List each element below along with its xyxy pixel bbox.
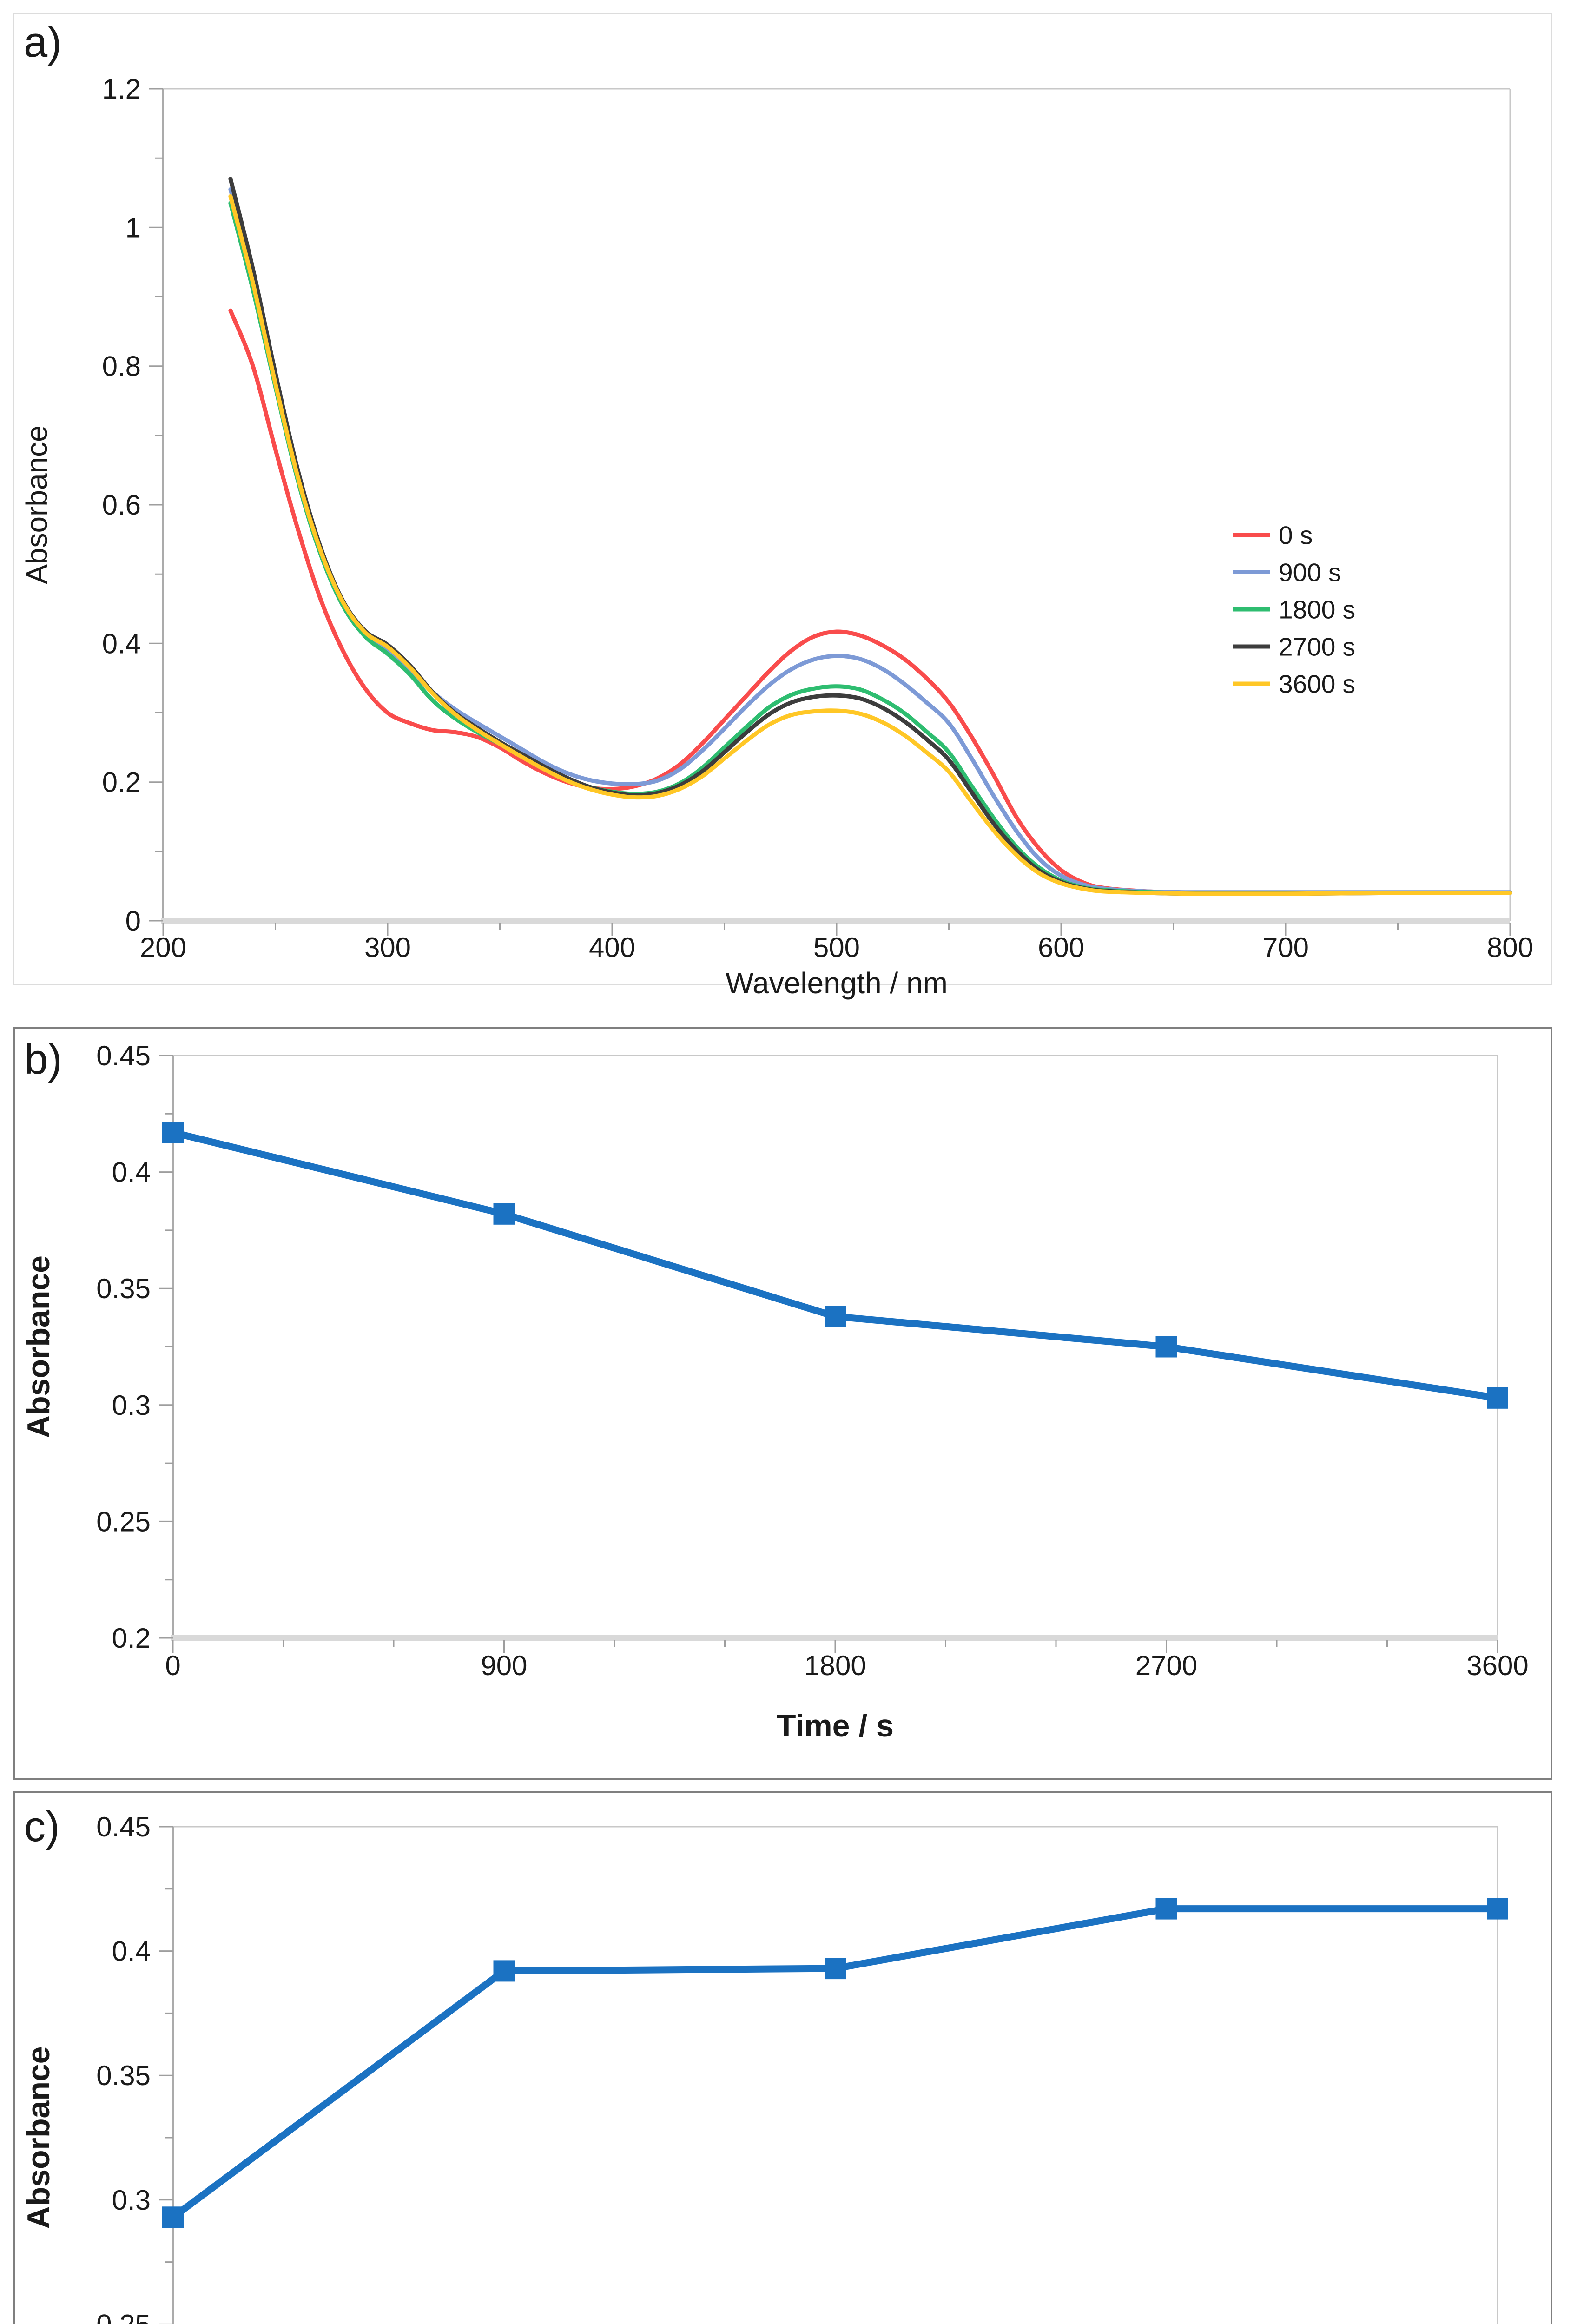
series-2700-s (228, 177, 1512, 896)
axis-titles: Wavelength / nm Absorbance (20, 425, 948, 1000)
svg-text:0.2: 0.2 (112, 1623, 151, 1654)
axis-ticks (159, 1826, 173, 2324)
panel-c-kinetics-growth: c) 0.20.250.30.350.40.450900180027003600… (13, 1791, 1552, 2324)
spectra-chart: 0 0.2 0.4 0.6 0.8 1 1.2 200 300 400 500 600 700 800 Wa… (20, 73, 1533, 1000)
svg-text:900 s: 900 s (1279, 558, 1341, 587)
svg-text:Absorbance: Absorbance (21, 2047, 56, 2229)
panel-b-kinetics-decay: b) 0.2 0.25 0.3 0.35 0.4 0.45 0 900 1800 2700 3600… (13, 1027, 1552, 1780)
svg-text:0: 0 (125, 905, 141, 937)
svg-text:0.8: 0.8 (102, 351, 141, 382)
svg-text:Absorbance: Absorbance (21, 1255, 56, 1438)
svg-text:1: 1 (125, 212, 141, 243)
series-3600-s (228, 194, 1512, 896)
panel-c-letter: c) (24, 1803, 60, 1850)
series-absorbance-at-band-maximum (162, 1122, 1508, 1409)
series-1800-s (228, 201, 1512, 895)
axis-titles: Time / s Absorbance (21, 1255, 894, 1743)
svg-text:0.3: 0.3 (112, 2185, 151, 2216)
plot-frame (161, 88, 1511, 924)
axis-tick-labels: 0 0.2 0.4 0.6 0.8 1 1.2 200 300 400 500 600 700 800 (102, 73, 1533, 963)
svg-text:0.45: 0.45 (96, 1040, 151, 1071)
panel-a-spectra: a) 0 0.2 0.4 0.6 0.8 1 1.2 200 300 400 500 600 700 80… (13, 13, 1552, 1000)
svg-text:2700: 2700 (1135, 1650, 1197, 1681)
svg-text:3600: 3600 (1466, 1650, 1528, 1681)
axis-ticks (159, 1055, 1498, 1653)
svg-text:1800: 1800 (804, 1650, 866, 1681)
svg-text:0.4: 0.4 (112, 1936, 151, 1967)
svg-text:600: 600 (1038, 932, 1084, 963)
svg-text:500: 500 (813, 932, 860, 963)
series-absorbance-at-shoulder-band (162, 1898, 1508, 2228)
svg-text:Absorbance: Absorbance (20, 425, 53, 584)
svg-text:0.35: 0.35 (96, 1273, 151, 1304)
svg-text:0.3: 0.3 (112, 1390, 151, 1421)
svg-text:0.4: 0.4 (102, 628, 141, 659)
svg-text:700: 700 (1262, 932, 1309, 963)
svg-text:0.6: 0.6 (102, 489, 141, 521)
svg-text:Time / s: Time / s (777, 1708, 894, 1743)
axis-ticks (149, 88, 1511, 936)
axis-tick-labels: 0.2 0.25 0.3 0.35 0.4 0.45 0 900 1800 2700 3600 (96, 1040, 1529, 1681)
svg-text:3600 s: 3600 s (1279, 669, 1355, 698)
svg-text:0.25: 0.25 (96, 1506, 151, 1537)
panel-a-letter: a) (24, 19, 62, 66)
svg-text:0 s: 0 s (1279, 521, 1313, 549)
svg-text:Wavelength / nm: Wavelength / nm (726, 966, 948, 1000)
panel-b-letter: b) (24, 1036, 62, 1083)
svg-text:0.25: 0.25 (96, 2309, 151, 2324)
kinetics-decay-chart: 0.2 0.25 0.3 0.35 0.4 0.45 0 900 1800 2700 3600 Tim… (21, 1040, 1529, 1743)
svg-text:0.35: 0.35 (96, 2060, 151, 2091)
svg-text:200: 200 (140, 932, 186, 963)
series-900-s (228, 187, 1512, 895)
svg-text:400: 400 (589, 932, 635, 963)
kinetics-growth-chart: 0.20.250.30.350.40.450900180027003600Tim… (21, 1811, 1508, 2324)
svg-text:900: 900 (481, 1650, 527, 1681)
legend: 0 s 900 s 1800 s 2700 s 3600 s (1233, 521, 1355, 698)
svg-text:2700 s: 2700 s (1279, 632, 1355, 661)
svg-text:1800 s: 1800 s (1279, 595, 1355, 624)
svg-text:0: 0 (165, 1650, 180, 1681)
svg-text:1.2: 1.2 (102, 73, 141, 105)
svg-text:300: 300 (364, 932, 411, 963)
svg-text:0.4: 0.4 (112, 1157, 151, 1188)
svg-text:0.45: 0.45 (96, 1811, 151, 1842)
plot-frame (171, 1055, 1498, 1641)
svg-text:800: 800 (1487, 932, 1533, 963)
plot-frame (172, 1826, 1498, 2324)
svg-text:0.2: 0.2 (102, 767, 141, 798)
